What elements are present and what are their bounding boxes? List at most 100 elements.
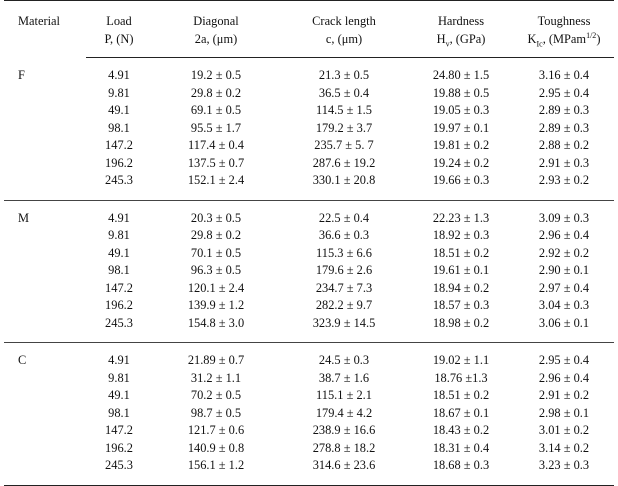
diagonal-cell: 29.8 ± 0.2 — [190, 85, 242, 100]
toughness-cell: 2.89 ± 0.3 — [538, 120, 590, 135]
diagonal-cell: 31.2 ± 1.1 — [190, 370, 242, 385]
hardness-cell: 19.61 ± 0.1 — [432, 263, 490, 277]
hardness-cell: 19.88 ± 0.5 — [432, 85, 490, 100]
diagonal-cell: 20.3 ± 0.5 — [190, 210, 242, 225]
diagonal-cell: 156.1 ± 1.2 — [187, 458, 245, 472]
load-cell: 98.1 — [108, 405, 130, 420]
load-cell: 196.2 — [105, 155, 133, 170]
table-row: 245.3 152.1 ± 2.4 330.1 ± 20.8 19.66 ± 0.3 2… — [4, 172, 614, 190]
material-cell — [4, 422, 86, 440]
diagonal-cell: 140.9 ± 0.8 — [187, 440, 245, 455]
toughness-symbol: K — [527, 31, 537, 46]
hardness-toughness-table: Material Load Diagonal Crack length Hard… — [4, 0, 614, 486]
diagonal-cell: 121.7 ± 0.6 — [187, 423, 245, 437]
crack-length-cell: 21.3 ± 0.5 — [318, 68, 370, 82]
diagonal-cell: 154.8 ± 3.0 — [187, 315, 245, 330]
group-spacer-cell — [4, 190, 614, 201]
material-cell — [4, 102, 86, 120]
group-spacer-cell — [4, 475, 614, 486]
load-cell: 49.1 — [108, 103, 130, 117]
hardness-cell: 19.05 ± 0.3 — [432, 103, 490, 117]
table-row: 196.2 140.9 ± 0.8 278.8 ± 18.2 18.31 ± 0.4 3… — [4, 440, 614, 458]
toughness-cell: 2.97 ± 0.4 — [538, 280, 590, 295]
hardness-cell: 19.81 ± 0.2 — [432, 138, 490, 152]
hardness-cell: 19.66 ± 0.3 — [432, 173, 490, 187]
toughness-unit-close: ) — [596, 31, 601, 46]
toughness-cell: 3.23 ± 0.3 — [538, 458, 590, 472]
header-crack-length-unit: c, (μm) — [280, 30, 408, 58]
header-toughness: Toughness — [537, 14, 591, 28]
table-row: 147.2 121.7 ± 0.6 238.9 ± 16.6 18.43 ± 0.2 3… — [4, 422, 614, 440]
table-header: Material Load Diagonal Crack length Hard… — [4, 0, 614, 58]
material-cell — [4, 155, 86, 173]
crack-length-cell: 24.5 ± 0.3 — [318, 353, 370, 367]
load-cell: 98.1 — [108, 263, 130, 277]
load-cell: 196.2 — [105, 440, 133, 455]
data-table-container: Material Load Diagonal Crack length Hard… — [4, 0, 614, 486]
group-f: F 4.91 19.2 ± 0.5 21.3 ± 0.5 24.80 ± 1.5 3.16… — [4, 58, 614, 201]
diagonal-cell: 70.2 ± 0.5 — [190, 388, 242, 402]
crack-length-cell: 114.5 ± 1.5 — [316, 103, 372, 117]
material-cell — [4, 405, 86, 423]
group-spacer — [4, 475, 614, 486]
crack-length-cell: 179.4 ± 4.2 — [315, 405, 373, 420]
toughness-cell: 3.09 ± 0.3 — [538, 210, 590, 225]
hardness-symbol: H — [436, 31, 446, 46]
table-row: 49.1 70.2 ± 0.5 115.1 ± 2.1 18.51 ± 0.2 2.91… — [4, 387, 614, 405]
crack-length-cell: 115.3 ± 6.6 — [316, 245, 372, 260]
hardness-cell: 18.76 ±1.3 — [434, 370, 488, 385]
material-cell — [4, 245, 86, 263]
toughness-subscript: Ic — [536, 38, 543, 48]
diagonal-cell: 29.8 ± 0.2 — [190, 228, 242, 242]
table-row: F 4.91 19.2 ± 0.5 21.3 ± 0.5 24.80 ± 1.5 3.16… — [4, 58, 614, 85]
load-cell: 98.1 — [108, 120, 130, 135]
toughness-cell: 2.95 ± 0.4 — [538, 85, 590, 100]
diagonal-cell: 95.5 ± 1.7 — [190, 120, 242, 135]
table-row: 49.1 69.1 ± 0.5 114.5 ± 1.5 19.05 ± 0.3 2.89… — [4, 102, 614, 120]
diagonal-cell: 21.89 ± 0.7 — [187, 353, 245, 367]
hardness-cell: 18.68 ± 0.3 — [432, 458, 490, 472]
material-cell — [4, 457, 86, 475]
table-row: 49.1 70.1 ± 0.5 115.3 ± 6.6 18.51 ± 0.2 2.92… — [4, 245, 614, 263]
load-cell: 245.3 — [105, 315, 133, 330]
table-row: 147.2 120.1 ± 2.4 234.7 ± 7.3 18.94 ± 0.2 2.… — [4, 280, 614, 298]
toughness-cell: 2.93 ± 0.2 — [538, 173, 590, 187]
hardness-cell: 18.92 ± 0.3 — [432, 228, 490, 242]
crack-length-cell: 179.2 ± 3.7 — [315, 120, 373, 135]
load-cell: 49.1 — [108, 245, 130, 260]
diagonal-cell: 137.5 ± 0.7 — [187, 155, 245, 170]
table-row: 9.81 29.8 ± 0.2 36.6 ± 0.3 18.92 ± 0.3 2.96 … — [4, 227, 614, 245]
toughness-cell: 3.16 ± 0.4 — [538, 68, 590, 82]
load-cell: 245.3 — [105, 458, 133, 472]
load-cell: 9.81 — [108, 370, 130, 385]
hardness-cell: 19.24 ± 0.2 — [432, 155, 490, 170]
table-row: 196.2 139.9 ± 1.2 282.2 ± 9.7 18.57 ± 0.3 3.… — [4, 297, 614, 315]
load-cell: 147.2 — [105, 280, 133, 295]
crack-length-cell: 330.1 ± 20.8 — [312, 173, 376, 187]
diagonal-cell: 98.7 ± 0.5 — [190, 405, 242, 420]
crack-length-cell: 323.9 ± 14.5 — [312, 315, 376, 330]
header-hardness-unit: Hv, (GPa) — [408, 30, 514, 58]
header-diagonal-unit: 2a, (μm) — [152, 30, 280, 58]
table-row: M 4.91 20.3 ± 0.5 22.5 ± 0.4 22.23 ± 1.3 3.09… — [4, 200, 614, 227]
hardness-cell: 18.57 ± 0.3 — [432, 298, 490, 312]
table-row: C 4.91 21.89 ± 0.7 24.5 ± 0.3 19.02 ± 1.1 2.9… — [4, 343, 614, 370]
diagonal-cell: 70.1 ± 0.5 — [190, 245, 242, 260]
crack-length-cell: 36.6 ± 0.3 — [318, 228, 370, 242]
table-row: 196.2 137.5 ± 0.7 287.6 ± 19.2 19.24 ± 0.2 2… — [4, 155, 614, 173]
crack-length-cell: 287.6 ± 19.2 — [312, 155, 376, 170]
crack-length-cell: 179.6 ± 2.6 — [315, 263, 373, 277]
header-load-unit: P, (N) — [86, 30, 152, 58]
toughness-superscript: 1/2 — [586, 30, 597, 40]
group-c: C 4.91 21.89 ± 0.7 24.5 ± 0.3 19.02 ± 1.1 2.9… — [4, 343, 614, 486]
hardness-cell: 22.23 ± 1.3 — [432, 210, 490, 225]
crack-length-cell: 36.5 ± 0.4 — [318, 85, 370, 100]
table-row: 98.1 98.7 ± 0.5 179.4 ± 4.2 18.67 ± 0.1 2.98… — [4, 405, 614, 423]
header-load: Load — [106, 14, 132, 28]
toughness-cell: 2.92 ± 0.2 — [538, 245, 590, 260]
diagonal-cell: 139.9 ± 1.2 — [187, 298, 245, 312]
material-cell: C — [18, 353, 27, 367]
toughness-cell: 2.91 ± 0.3 — [538, 155, 590, 170]
material-cell — [4, 262, 86, 280]
material-cell — [4, 440, 86, 458]
